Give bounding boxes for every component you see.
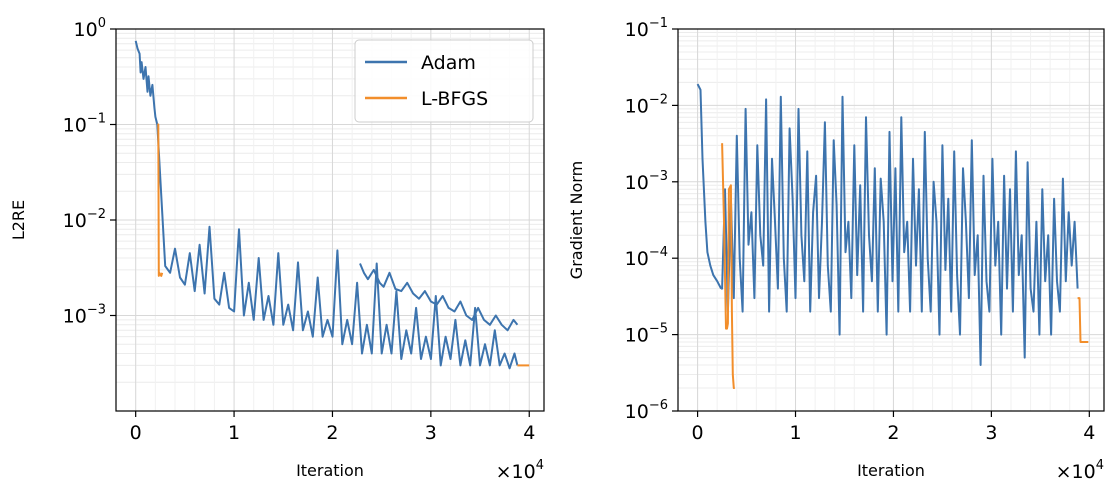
- chart-l2re: 0 1 2 3 4 100 10−1 10−2 10−3 Iteration L2RE ×104 Ada…: [9, 16, 545, 483]
- x-tick-label: 1: [228, 422, 240, 444]
- adam-line-trend: [359, 263, 519, 332]
- y-tick-label: 100: [74, 16, 106, 41]
- lbfgs-line: [157, 123, 164, 277]
- y-tick-label: 10−4: [625, 245, 668, 270]
- x-tick-label: 4: [1083, 422, 1095, 444]
- x-tick-label: 0: [130, 422, 142, 444]
- x-tick-label: 2: [887, 422, 899, 444]
- legend-label-lbfgs: L-BFGS: [421, 88, 488, 110]
- y-tick-label: 10−1: [625, 16, 668, 41]
- y-tick-label: 10−1: [63, 112, 106, 137]
- x-tick-label: 1: [789, 422, 801, 444]
- plot-frame: [677, 28, 1105, 412]
- y-axis-label: Gradient Norm: [567, 161, 586, 279]
- x-offset-label: ×104: [496, 458, 544, 483]
- lbfgs-line-end: [1077, 297, 1089, 343]
- legend-label-adam: Adam: [421, 52, 476, 74]
- x-tick-label: 3: [985, 422, 997, 444]
- y-tick-label: 10−5: [625, 322, 668, 347]
- adam-line-noise: [721, 95, 1079, 366]
- adam-line-noise: [156, 124, 519, 370]
- x-tick-label: 2: [326, 422, 338, 444]
- x-tick-label: 0: [692, 422, 704, 444]
- y-tick-label: 10−2: [63, 207, 106, 232]
- y-tick-label: 10−3: [63, 303, 106, 328]
- x-tick-label: 3: [425, 422, 437, 444]
- y-tick-label: 10−2: [625, 92, 668, 117]
- x-tick-label: 4: [523, 422, 535, 444]
- x-offset-label: ×104: [1056, 458, 1104, 483]
- x-axis-label: Iteration: [296, 461, 364, 480]
- adam-line: [134, 40, 159, 125]
- adam-line: [696, 83, 722, 290]
- y-tick-label: 10−6: [625, 398, 668, 423]
- x-axis-label: Iteration: [857, 461, 925, 480]
- legend-box: [354, 39, 534, 123]
- y-tick-label: 10−3: [625, 169, 668, 194]
- chart-gradient-norm: 0 1 2 3 4 10−1 10−2 10−3 10−4 10−5 10−6 Iteration Gr…: [567, 16, 1105, 483]
- lbfgs-line: [721, 143, 735, 389]
- y-axis-label: L2RE: [9, 200, 28, 240]
